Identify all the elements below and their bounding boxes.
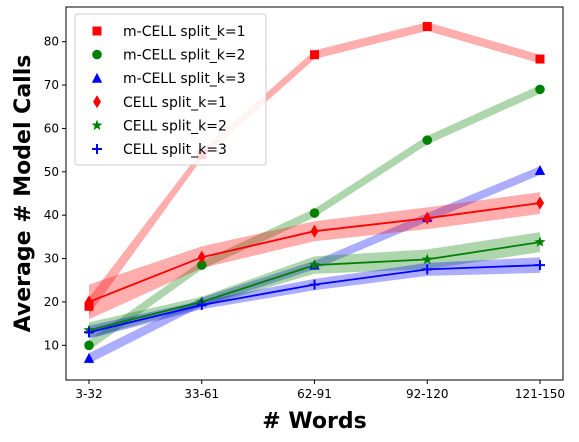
legend-label-m-cell-split-k-2: m-CELL split_k=2 <box>123 48 246 64</box>
cell-split-k-2-point <box>308 259 321 270</box>
legend-box <box>74 13 267 166</box>
legend-label-cell-split-k-1: CELL split_k=1 <box>123 95 227 111</box>
legend-marker-m-cell-split-k-1 <box>92 26 102 36</box>
y-tick-label: 10 <box>44 338 59 352</box>
m-cell-split-k-2-point <box>196 260 207 270</box>
cell-split-k-1-point <box>85 295 93 309</box>
cell-split-k-2-point <box>421 253 433 265</box>
legend: m-CELL split_k=1 m-CELL split_k=2 m-CELL s… <box>74 13 267 166</box>
cell-split-k-3-point <box>422 264 433 275</box>
y-tick-label: 40 <box>44 208 59 222</box>
m-cell-split-k-2-point <box>535 84 545 95</box>
y-axis: 10 20 30 40 50 60 70 80 <box>44 35 66 352</box>
m-cell-split-k-1-point <box>310 50 319 60</box>
y-tick-label: 70 <box>44 78 59 92</box>
m-cell-split-k-1-point <box>535 54 545 64</box>
m-cell-split-k-2-point <box>309 208 320 218</box>
legend-label-m-cell-split-k-1: m-CELL split_k=1 <box>123 24 246 40</box>
y-axis-title: Average # Model Calls <box>11 55 36 333</box>
cell-split-k-3-point <box>309 279 320 290</box>
cell-split-k-2-point <box>534 236 546 247</box>
x-axis: 3-32 33-61 62-91 92-120 121-150 <box>75 380 565 401</box>
legend-marker-cell-split-k-1 <box>93 95 101 109</box>
y-tick-label: 30 <box>44 252 59 266</box>
legend-label-cell-split-k-3: CELL split_k=3 <box>123 142 227 158</box>
m-cell-split-k-3-point <box>83 352 95 363</box>
m-cell-split-k-2-point <box>84 340 94 351</box>
cell-split-k-3-band <box>89 257 540 339</box>
y-tick-label: 50 <box>44 165 59 179</box>
x-tick-label: 62-91 <box>297 387 332 401</box>
y-tick-label: 60 <box>44 121 59 135</box>
m-cell-split-k-2-point <box>422 135 433 145</box>
cell-split-k-1-point <box>310 224 319 238</box>
legend-marker-m-cell-split-k-2 <box>92 49 102 60</box>
x-tick-label: 121-150 <box>515 387 565 401</box>
legend-label-m-cell-split-k-3: m-CELL split_k=3 <box>123 71 246 87</box>
x-axis-title: # Words <box>262 409 366 434</box>
x-tick-label: 3-32 <box>75 387 102 401</box>
legend-label-cell-split-k-2: CELL split_k=2 <box>123 118 227 134</box>
y-tick-label: 80 <box>44 35 59 49</box>
cell-split-k-3-point <box>196 299 207 310</box>
cell-split-k-1-point <box>197 250 206 264</box>
legend-marker-m-cell-split-k-3 <box>91 72 103 83</box>
m-cell-split-k-1-point <box>422 22 432 32</box>
cell-split-k-1-point <box>536 196 544 210</box>
x-tick-label: 33-61 <box>184 387 219 401</box>
cell-split-k-1-point <box>423 211 432 225</box>
legend-marker-cell-split-k-3 <box>92 144 102 154</box>
cell-split-k-3-point <box>84 327 94 338</box>
m-cell-split-k-3-point <box>534 165 546 176</box>
m-cell-split-k-2-band <box>89 85 540 351</box>
cell-split-k-3-point <box>535 260 545 271</box>
y-tick-label: 20 <box>44 295 59 309</box>
x-tick-label: 92-120 <box>406 387 449 401</box>
legend-marker-cell-split-k-2 <box>91 119 103 131</box>
